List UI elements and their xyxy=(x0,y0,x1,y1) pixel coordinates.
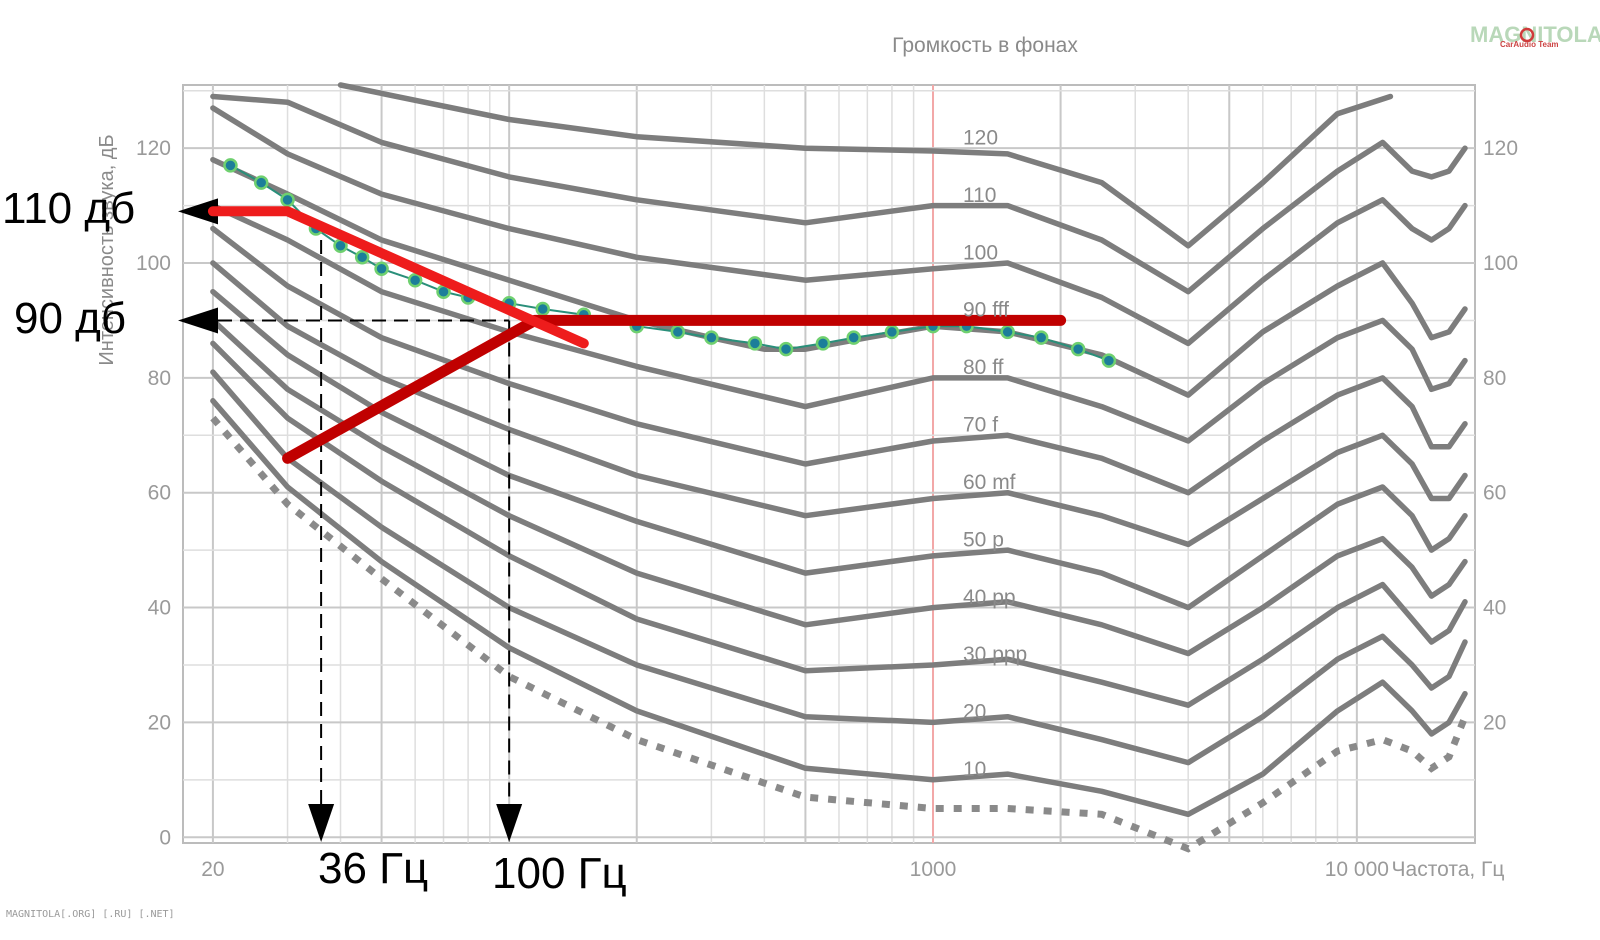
loudness-curve xyxy=(210,398,1468,818)
annotation-36hz: 36 Гц xyxy=(318,844,428,893)
y-axis-label: Интенсивность звука, дБ xyxy=(96,134,118,365)
curve-label: 120 xyxy=(963,126,998,149)
dotted-90-point xyxy=(253,175,269,190)
arrow-36hz xyxy=(308,804,335,842)
curve-label: 10 xyxy=(963,758,986,781)
curve-label: 90 fff xyxy=(963,299,1009,322)
dotted-90-point xyxy=(846,330,861,345)
dotted-90-point xyxy=(1033,330,1049,345)
dotted-90-point xyxy=(815,336,831,351)
arrow-110db xyxy=(178,198,218,225)
dotted-90-point xyxy=(280,192,295,208)
x-axis-label: Частота, Гц xyxy=(1392,858,1505,881)
dotted-90-point xyxy=(535,301,550,317)
y-tick-label-right: 80 xyxy=(1483,367,1506,390)
loudness-curve xyxy=(210,105,1468,347)
annotation-90db: 90 дб xyxy=(14,294,126,343)
dotted-90-point xyxy=(747,336,763,351)
y-tick-label: 40 xyxy=(148,597,171,620)
y-tick-label: 80 xyxy=(148,367,171,390)
y-tick-label: 60 xyxy=(148,482,171,505)
plot-frame xyxy=(182,84,1476,844)
curve-label: 110 xyxy=(963,184,996,207)
dotted-90-point xyxy=(1070,341,1086,357)
annotation-100hz: 100 Гц xyxy=(492,849,627,898)
y-tick-label: 0 xyxy=(159,826,171,849)
dotted-90-point xyxy=(407,272,423,288)
curve-label: 40 pp xyxy=(963,586,1016,609)
curve-label: 80 ff xyxy=(963,356,1004,379)
loudness-curve xyxy=(210,340,1468,708)
curve-label: 60 mf xyxy=(963,471,1016,494)
chart-title: Громкость в фонах xyxy=(892,34,1078,57)
curve-label: 20 xyxy=(963,701,986,724)
y-tick-label-right: 100 xyxy=(1483,252,1518,275)
curve-label: 30 ppp xyxy=(963,643,1027,666)
x-tick-label: 1000 xyxy=(910,858,957,881)
loudness-curve xyxy=(210,288,1468,611)
dotted-90-point xyxy=(1000,324,1015,340)
y-tick-label-right: 60 xyxy=(1483,482,1506,505)
dotted-90-point xyxy=(704,330,719,345)
y-tick-label: 20 xyxy=(148,711,171,734)
y-tick-label-right: 120 xyxy=(1483,137,1518,160)
loudness-curve xyxy=(210,369,1468,766)
curve-label: 50 p xyxy=(963,528,1004,551)
logo-text: MAGNITOLA xyxy=(1470,22,1600,47)
watermark: MAGNITOLA[.ORG] [.RU] [.NET] xyxy=(6,909,175,920)
hearing-threshold-curve xyxy=(210,415,1469,853)
dotted-90-point xyxy=(354,250,370,265)
grid xyxy=(182,84,1476,844)
arrow-90db xyxy=(178,307,218,334)
arrow-100hz xyxy=(496,804,523,842)
red-line xyxy=(207,206,589,349)
dotted-90-point xyxy=(374,261,389,277)
y-tick-label: 120 xyxy=(136,137,171,160)
x-tick-label: 10 000 xyxy=(1325,858,1389,881)
curves xyxy=(210,82,1469,853)
y-tick-label-right: 20 xyxy=(1483,711,1506,734)
logo-mark xyxy=(1519,27,1535,43)
logo-subtext: CarAudio Team xyxy=(1500,40,1559,49)
dotted-90-point xyxy=(778,341,794,357)
loudness-curve xyxy=(210,260,1468,548)
loudness-curve xyxy=(337,82,1394,249)
loudness-curve xyxy=(210,225,1468,496)
x-tick-label: 20 xyxy=(201,858,224,881)
overlay xyxy=(178,158,1117,842)
loudness-curve xyxy=(210,93,1468,295)
y-tick-label: 100 xyxy=(136,252,171,275)
loudness-curve xyxy=(210,317,1468,657)
texts: Громкость в фонах Интенсивность звука, д… xyxy=(2,22,1600,920)
y-tick-label-right: 40 xyxy=(1483,597,1506,620)
annotation-110db: 110 дб xyxy=(2,184,135,233)
curve-label: 100 xyxy=(963,241,998,264)
curve-label: 70 f xyxy=(963,414,998,437)
dotted-90-point xyxy=(223,158,238,173)
dotted-90-point xyxy=(1101,353,1117,368)
dotted-90-point xyxy=(670,324,686,340)
loudness-curve xyxy=(210,202,1468,444)
dotted-90-point xyxy=(884,324,900,340)
